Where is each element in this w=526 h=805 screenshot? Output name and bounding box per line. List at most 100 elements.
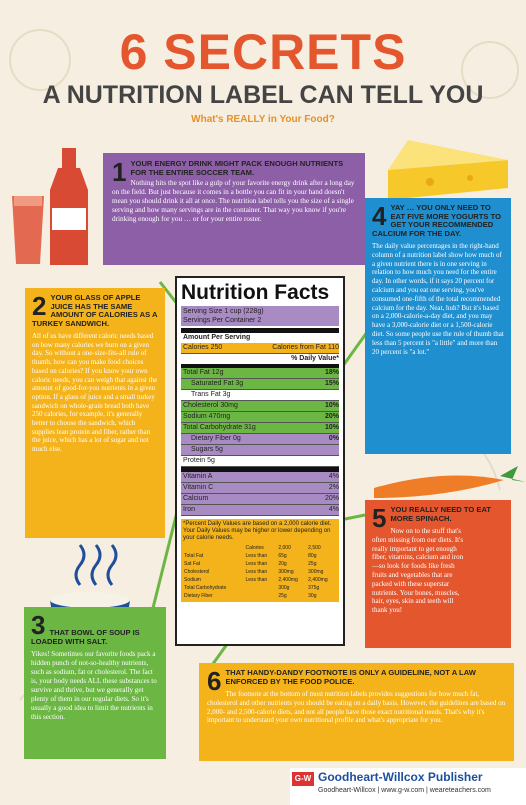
secret-heading: THAT BOWL OF SOUP IS LOADED WITH SALT. (31, 628, 140, 646)
vitamin-label: Vitamin A (183, 473, 213, 480)
footnote-row: Dietary Fiber 25g 30g (183, 592, 337, 600)
publisher-footer: G-W Goodheart-Willcox Publisher Goodhear… (290, 768, 526, 805)
nutrient-row: Dietary Fiber 0g 0% (181, 434, 339, 445)
secret-4-box: 4 YAY … YOU ONLY NEED TO EAT FIVE MORE Y… (365, 198, 511, 454)
vitamin-percent: 20% (324, 495, 339, 502)
nutrient-percent: 18% (324, 369, 339, 376)
secret-text: The daily value percentages in the right… (372, 242, 504, 356)
footnote-cell: 65g (278, 553, 287, 559)
nutrient-rows: Total Fat 12g 18% Saturated Fat 3g 15% Trans… (181, 368, 339, 467)
footnote-cell: Dietary Fiber (184, 593, 213, 599)
vitamin-percent: 2% (328, 484, 339, 491)
nutrient-label: Cholesterol 30mg (183, 402, 238, 409)
secret-heading: YOUR GLASS OF APPLE JUICE HAS THE SAME A… (32, 293, 158, 328)
secret-text: Now on to the stuff that's often missing… (372, 527, 464, 615)
secret-heading: THAT HANDY-DANDY FOOTNOTE IS ONLY A GUID… (225, 668, 476, 686)
footnote-header-cell: Calories (245, 545, 264, 551)
vitamin-row: Iron 4% (181, 505, 339, 516)
footnote-cell: 300mg (308, 569, 324, 575)
daily-value-header: % Daily Value* (181, 354, 339, 368)
nutrition-facts-title: Nutrition Facts (181, 281, 330, 304)
footnote-cell (244, 584, 277, 592)
amount-per-serving: Amount Per Serving (183, 334, 251, 341)
nutrient-row: Saturated Fat 3g 15% (181, 379, 339, 390)
secret-2-box: 2 YOUR GLASS OF APPLE JUICE HAS THE SAME… (25, 288, 165, 538)
sub-heading: A NUTRITION LABEL CAN TELL YOU (42, 81, 484, 109)
nutrient-label: Total Fat 12g (183, 369, 224, 376)
nutrition-facts-label: Nutrition Facts Serving Size 1 cup (228g… (175, 276, 345, 646)
nutrient-percent: 10% (324, 424, 339, 431)
footnote-text: *Percent Daily Values are based on a 2,0… (183, 521, 332, 541)
vitamin-percent: 4% (328, 506, 339, 513)
footnote-cell: Less than (245, 569, 268, 575)
servings-per-container: Servings Per Container 2 (183, 317, 262, 324)
serving-info: Serving Size 1 cup (228g) Servings Per C… (181, 306, 339, 326)
footnote-cell (244, 592, 277, 600)
secret-3-box: 3 THAT BOWL OF SOUP IS LOADED WITH SALT.… (24, 607, 166, 759)
footnote-table: Calories 2,000 2,500 Total Fat Less than 65g 8… (183, 544, 337, 600)
secret-text: Nothing hits the spot like a gulp of you… (112, 179, 355, 223)
footnote-cell: Sodium (184, 577, 201, 583)
secret-number: 5 (372, 503, 387, 533)
secret-number: 6 (207, 666, 222, 696)
footnote-cell: 2,400mg (308, 577, 328, 583)
nutrient-percent: 20% (324, 413, 339, 420)
calories: Calories 250 (183, 344, 223, 351)
vitamin-row: Vitamin A 4% (181, 472, 339, 483)
vitamin-percent: 4% (328, 473, 339, 480)
footnote-cell: Less than (245, 561, 268, 567)
tagline: What's REALLY in Your Food? (191, 114, 335, 125)
footnote-cell: Less than (245, 553, 268, 559)
footnote-row: Sodium Less than 2,400mg 2,400mg (183, 576, 337, 584)
nutrient-row: Total Carbohydrate 31g 10% (181, 423, 339, 434)
footnote-header-cell: 2,000 (278, 545, 291, 551)
nutrient-row: Sugars 5g (181, 445, 339, 456)
secret-heading: YOUR ENERGY DRINK MIGHT PACK ENOUGH NUTR… (130, 159, 344, 177)
nutrient-label: Trans Fat 3g (191, 391, 231, 398)
nutrient-label: Sugars 5g (191, 446, 223, 453)
secret-number: 1 (112, 157, 127, 187)
secret-6-box: 6 THAT HANDY-DANDY FOOTNOTE IS ONLY A GU… (199, 663, 514, 761)
glass-icon (12, 196, 44, 264)
secret-1-box: 1 YOUR ENERGY DRINK MIGHT PACK ENOUGH NU… (103, 153, 365, 265)
secret-number: 4 (372, 201, 387, 231)
footnote-header-cell (183, 544, 244, 552)
footnote-cell: 20g (278, 561, 287, 567)
calories-row: Calories 250 Calories from Fat 110 (181, 343, 339, 354)
footnote-cell: Total Carbohydrate (184, 585, 227, 591)
secret-heading: YOU REALLY NEED TO EAT MORE SPINACH. (390, 505, 492, 523)
nutrient-label: Dietary Fiber 0g (191, 435, 241, 442)
vitamin-label: Vitamin C (183, 484, 214, 491)
secret-text: All of us have different caloric needs b… (32, 332, 158, 454)
nutrient-row: Cholesterol 30mg 10% (181, 401, 339, 412)
nutrient-row: Protein 5g (181, 456, 339, 467)
serving-size: Serving Size 1 cup (228g) (183, 308, 264, 315)
secret-text: Yikes! Sometimes our favorite foods pack… (31, 650, 157, 721)
footnote-row: Sat Fat Less than 20g 25g (183, 560, 337, 568)
footnote-cell: 30g (308, 593, 317, 599)
footnote-cell: 80g (308, 553, 317, 559)
footnote-header-cell: 2,500 (308, 545, 321, 551)
vitamin-row: Vitamin C 2% (181, 483, 339, 494)
footnote-row: Total Fat Less than 65g 80g (183, 552, 337, 560)
calories-from-fat: Calories from Fat 110 (272, 344, 339, 351)
vitamin-rows: Vitamin A 4% Vitamin C 2% Calcium 20% Iron 4% (181, 472, 339, 516)
nutrient-percent: 0% (328, 435, 339, 442)
footnote-cell: 300g (278, 585, 290, 591)
main-title: 6 SECRETS (119, 24, 407, 80)
secret-5-box: 5 YOU REALLY NEED TO EAT MORE SPINACH. N… (365, 500, 511, 648)
secret-number: 3 (31, 610, 46, 640)
footnote-section: *Percent Daily Values are based on a 2,0… (181, 519, 339, 602)
footnote-cell: 300mg (278, 569, 294, 575)
footnote-cell: 375g (308, 585, 320, 591)
publisher-logo: G-W (292, 772, 314, 786)
footnote-row: Cholesterol Less than 300mg 300mg (183, 568, 337, 576)
vitamin-label: Calcium (183, 495, 209, 502)
nutrient-label: Total Carbohydrate 31g (183, 424, 256, 431)
nutrient-label: Sodium 470mg (183, 413, 231, 420)
nutrient-row: Sodium 470mg 20% (181, 412, 339, 423)
nutrient-row: Total Fat 12g 18% (181, 368, 339, 379)
bottle-icon (50, 148, 88, 265)
publisher-name: Goodheart-Willcox Publisher (318, 770, 483, 784)
footnote-row: Total Carbohydrate 300g 375g (183, 584, 337, 592)
